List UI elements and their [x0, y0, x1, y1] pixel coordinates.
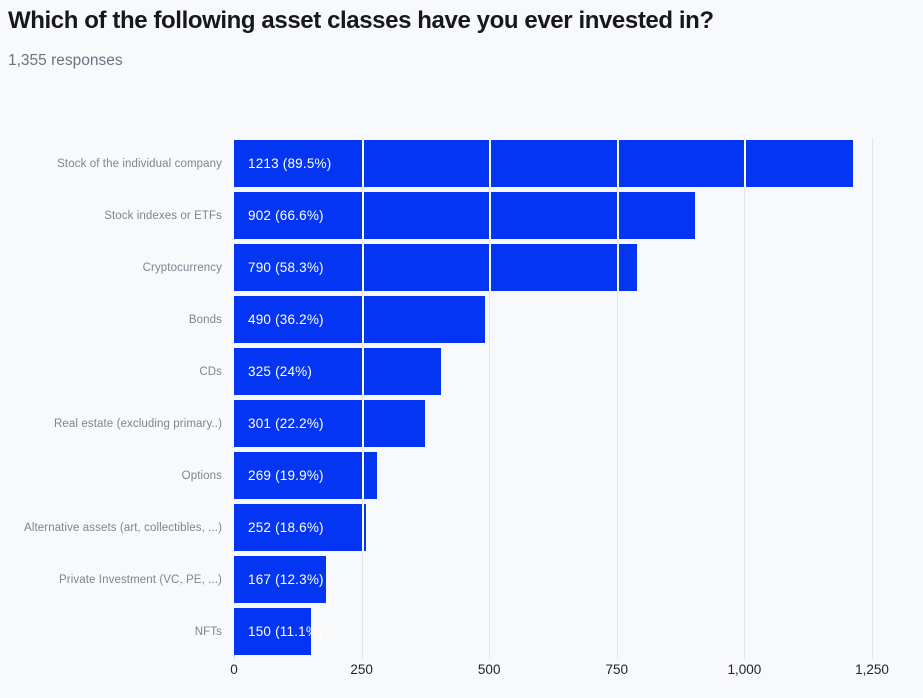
gridline-on-bar [361, 244, 364, 291]
category-label: Bonds [188, 313, 222, 326]
gridline-on-bar [744, 140, 747, 187]
gridline-on-bar [361, 452, 364, 499]
bar: 325 (24%) [234, 348, 441, 395]
gridline-on-bar [361, 192, 364, 239]
bar-value-label: 269 (19.9%) [248, 468, 324, 483]
axis-tick-label: 0 [230, 662, 238, 677]
category-label: Private Investment (VC, PE, ...) [59, 573, 222, 586]
bar-value-label: 902 (66.6%) [248, 208, 324, 223]
bar-value-label: 790 (58.3%) [248, 260, 324, 275]
bar: 167 (12.3%) [234, 556, 326, 603]
gridline-on-bar [361, 140, 364, 187]
gridline-on-bar [489, 140, 492, 187]
gridline [489, 138, 491, 659]
axis-tick [234, 655, 235, 660]
gridline [616, 138, 618, 659]
bar-value-label: 252 (18.6%) [248, 520, 324, 535]
category-label: Cryptocurrency [142, 261, 222, 274]
gridline-on-bar [361, 348, 364, 395]
axis-tick-label: 250 [350, 662, 373, 677]
bar: 1213 (89.5%) [234, 140, 853, 187]
gridline-on-bar [489, 244, 492, 291]
gridline [361, 138, 363, 659]
category-label: NFTs [194, 625, 222, 638]
gridline-on-bar [616, 244, 619, 291]
gridline-on-bar [489, 192, 492, 239]
bar: 902 (66.6%) [234, 192, 695, 239]
axis-tick-label: 1,250 [855, 662, 889, 677]
category-label: Alternative assets (art, collectibles, .… [24, 521, 222, 534]
category-label: Real estate (excluding primary..) [54, 417, 222, 430]
bar: 269 (19.9%) [234, 452, 377, 499]
bar-value-label: 490 (36.2%) [248, 312, 324, 327]
category-label: Stock indexes or ETFs [104, 209, 222, 222]
bar: 150 (11.1%) [234, 608, 323, 655]
page-title: Which of the following asset classes hav… [8, 7, 714, 34]
gridline [872, 138, 873, 659]
category-label: Options [181, 469, 222, 482]
bar-value-label: 150 (11.1%) [248, 624, 323, 639]
bar-value-label: 1213 (89.5%) [248, 156, 332, 171]
gridline-on-bar [361, 400, 364, 447]
bar-chart: 0 250 500 750 1,000 1,250 Stock of the individ… [0, 138, 923, 685]
bar: 301 (22.2%) [234, 400, 425, 447]
gridline-on-bar [616, 140, 619, 187]
gridline-on-bar [361, 296, 364, 343]
category-label: Stock of the individual company [57, 157, 222, 170]
gridline [744, 138, 746, 659]
axis-tick-label: 1,000 [727, 662, 762, 677]
category-label: CDs [199, 365, 222, 378]
bar-value-label: 325 (24%) [248, 364, 313, 379]
bar: 490 (36.2%) [234, 296, 485, 343]
bar: 252 (18.6%) [234, 504, 366, 551]
gridline-on-bar [616, 192, 619, 239]
bar-value-label: 301 (22.2%) [248, 416, 324, 431]
gridline-on-bar [361, 504, 364, 551]
bar: 790 (58.3%) [234, 244, 637, 291]
axis-tick-label: 500 [477, 662, 501, 677]
response-count: 1,355 responses [8, 52, 123, 69]
axis-tick-label: 750 [605, 662, 629, 677]
bar-value-label: 167 (12.3%) [248, 572, 324, 587]
